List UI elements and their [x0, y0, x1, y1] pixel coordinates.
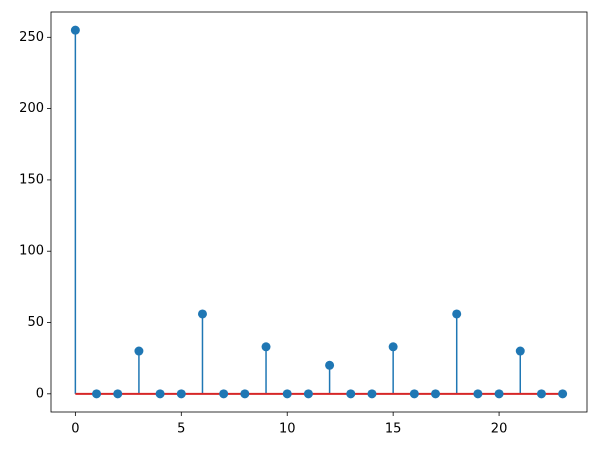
marker: [113, 389, 123, 399]
marker: [536, 389, 546, 399]
y-tick-label: 100: [19, 244, 44, 259]
marker: [452, 309, 462, 319]
x-tick-label: 0: [71, 422, 79, 437]
x-tick-label: 5: [177, 422, 185, 437]
x-tick-label: 20: [491, 422, 508, 437]
marker: [197, 309, 207, 319]
x-tick-label: 10: [279, 422, 296, 437]
marker: [473, 389, 483, 399]
marker: [409, 389, 419, 399]
marker: [367, 389, 377, 399]
marker: [219, 389, 229, 399]
marker: [494, 389, 504, 399]
x-tick-label: 15: [385, 422, 402, 437]
marker: [303, 389, 313, 399]
marker: [155, 389, 165, 399]
marker: [325, 360, 335, 370]
marker: [70, 25, 80, 35]
y-tick-label: 200: [19, 101, 44, 116]
marker: [346, 389, 356, 399]
marker: [134, 346, 144, 356]
y-tick-label: 50: [27, 315, 44, 330]
marker: [282, 389, 292, 399]
marker: [261, 342, 271, 352]
marker: [176, 389, 186, 399]
marker: [92, 389, 102, 399]
plot-frame: [50, 11, 588, 413]
marker: [240, 389, 250, 399]
marker: [515, 346, 525, 356]
marker: [388, 342, 398, 352]
y-tick-label: 150: [19, 172, 44, 187]
y-tick-label: 250: [19, 30, 44, 45]
y-tick-label: 0: [36, 386, 44, 401]
marker: [558, 389, 568, 399]
marker: [431, 389, 441, 399]
